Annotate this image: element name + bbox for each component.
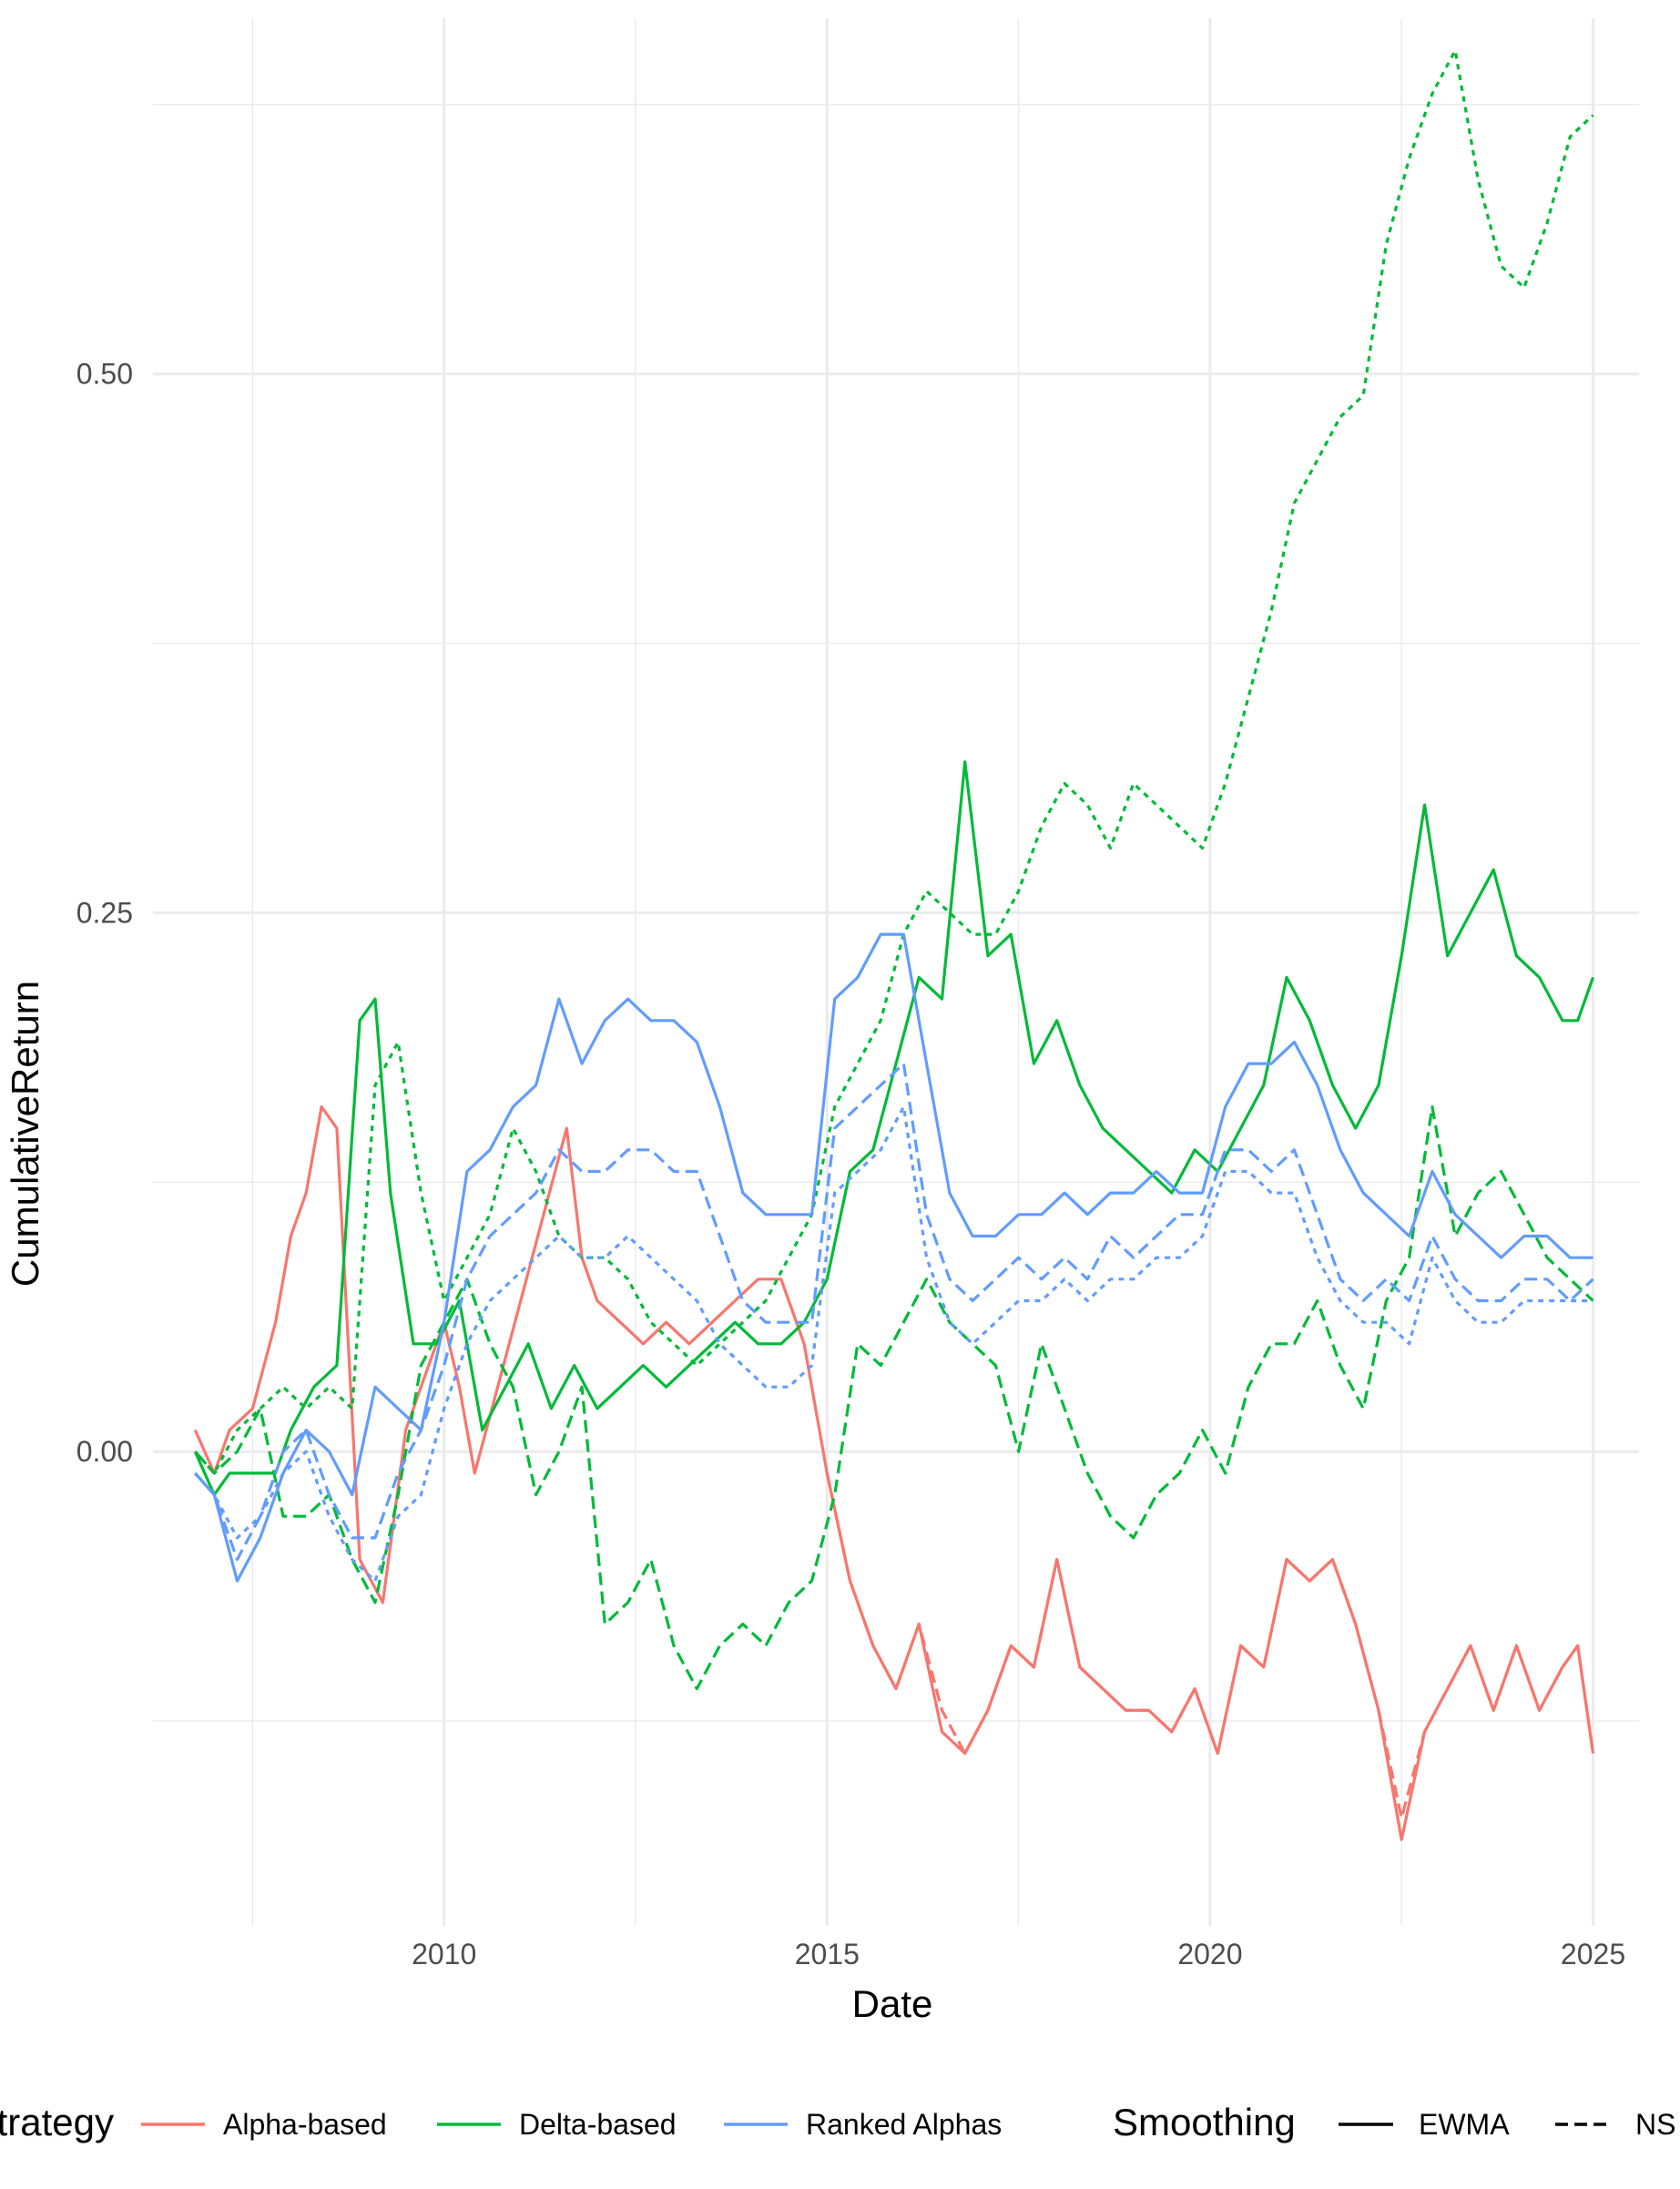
legend-key-label: Alpha-based [223,2108,387,2141]
x-tick-label: 2015 [795,1938,860,1970]
y-axis-title: CumulativeReturn [4,981,46,1287]
series-line-delta-based-solid [193,760,1595,1497]
y-tick-label: 0.25 [76,896,133,929]
legend-smoothing-keys: EWMA NS [1339,2108,1675,2141]
series-line-ranked-alphas-dashed [194,1062,1594,1562]
legend-key-label: Delta-based [519,2108,677,2141]
series-line-ranked-alphas-dotted [194,1105,1593,1583]
legend: Strategy Alpha-based Delta-based Ranked Al… [0,2101,1675,2143]
x-axis-title: Date [852,1982,933,2025]
legend-title-smoothing: Smoothing [1113,2101,1296,2143]
x-tick-label: 2010 [412,1938,476,1970]
legend-title-strategy: Strategy [0,2101,114,2143]
series-lines [193,48,1595,1841]
legend-key-label: EWMA [1419,2108,1510,2141]
series-line-delta-based-dotted [194,48,1594,1475]
major-gridlines [153,18,1639,1926]
x-axis-ticks: 2010 2015 2020 2025 [412,1938,1625,1970]
legend-key-label: Ranked Alphas [806,2108,1002,2141]
y-axis-ticks: 0.00 0.25 0.50 [76,358,133,1469]
x-tick-label: 2020 [1177,1938,1242,1970]
x-tick-label: 2025 [1561,1938,1625,1970]
minor-gridlines [153,18,1639,1926]
series-line-alpha-based-dashed [825,1472,1595,1820]
legend-key-label: NS [1635,2108,1675,2141]
series-line-ranked-alphas-solid [194,932,1593,1583]
legend-strategy-keys: Alpha-based Delta-based Ranked Alphas [141,2108,1002,2141]
y-tick-label: 0.00 [76,1435,133,1468]
y-tick-label: 0.50 [76,358,133,391]
series-line-delta-based-dashed [194,1105,1594,1691]
